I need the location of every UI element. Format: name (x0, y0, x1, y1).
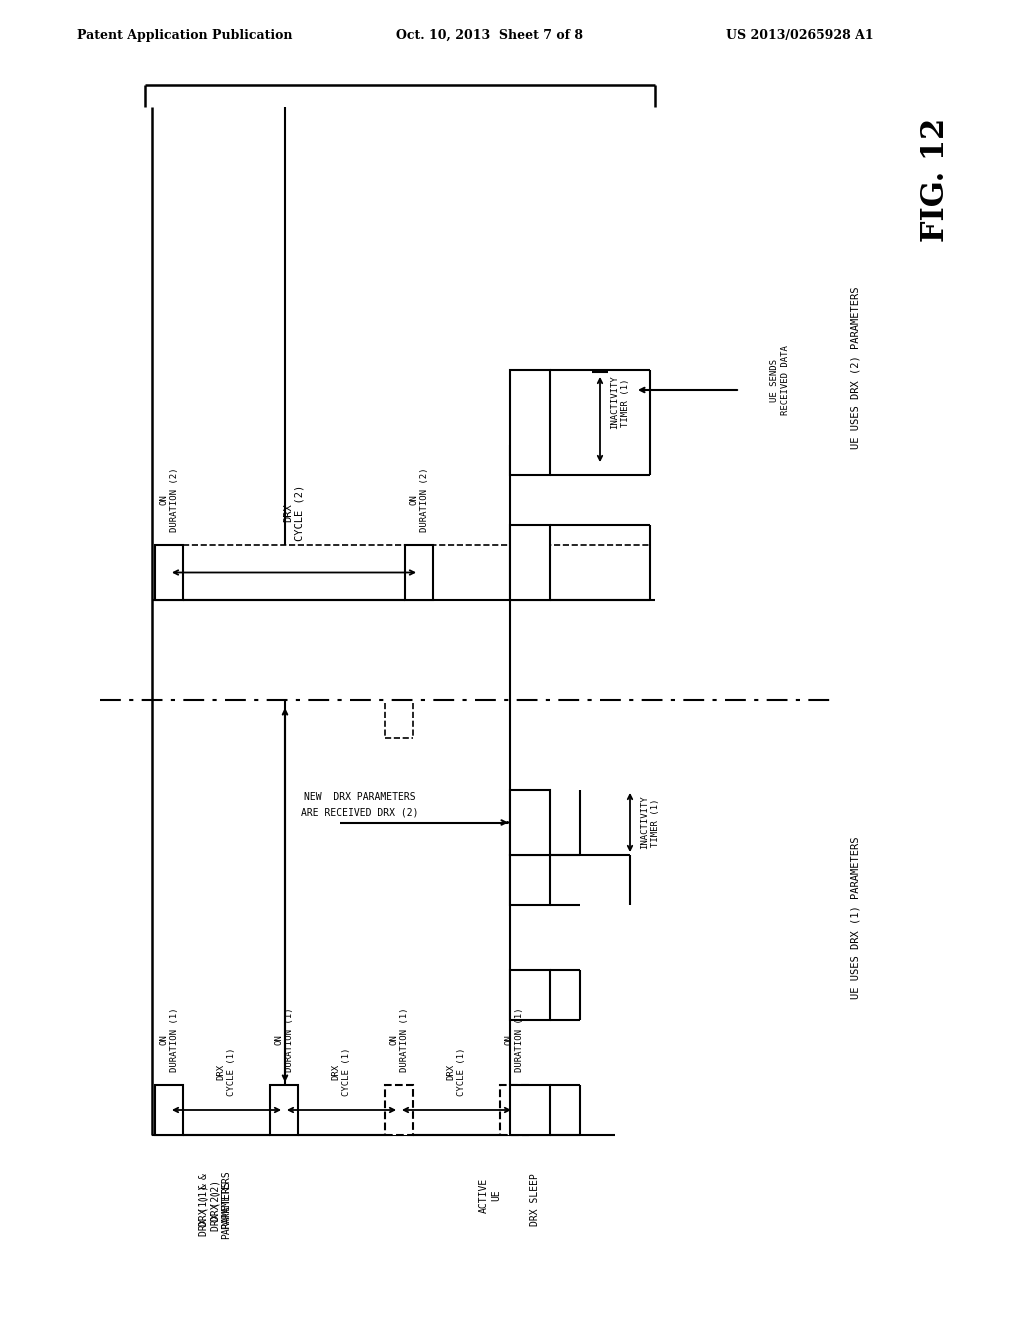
FancyBboxPatch shape (155, 1085, 183, 1135)
FancyBboxPatch shape (510, 1085, 550, 1135)
Text: ON
DURATION (1): ON DURATION (1) (504, 1007, 523, 1072)
FancyBboxPatch shape (510, 370, 550, 475)
Text: ACTIVE
UE: ACTIVE UE (479, 1177, 501, 1213)
FancyBboxPatch shape (510, 789, 550, 855)
Text: US 2013/0265928 A1: US 2013/0265928 A1 (726, 29, 873, 41)
Text: DRX (1) &
DRX (2)
PARAMETERS: DRX (1) & DRX (2) PARAMETERS (199, 1171, 231, 1229)
Text: ON
DURATION (1): ON DURATION (1) (274, 1007, 294, 1072)
Text: NEW  DRX PARAMETERS: NEW DRX PARAMETERS (304, 792, 416, 803)
FancyBboxPatch shape (510, 525, 550, 601)
Text: DRX
CYCLE (2): DRX CYCLE (2) (284, 484, 305, 541)
Text: UE USES DRX (2) PARAMETERS: UE USES DRX (2) PARAMETERS (850, 286, 860, 449)
FancyBboxPatch shape (270, 1085, 298, 1135)
Text: ON
DURATION (2): ON DURATION (2) (160, 467, 179, 532)
FancyBboxPatch shape (510, 855, 550, 906)
Text: UE USES DRX (1) PARAMETERS: UE USES DRX (1) PARAMETERS (850, 837, 860, 999)
Text: DRX SLEEP: DRX SLEEP (530, 1173, 540, 1226)
FancyBboxPatch shape (155, 545, 183, 601)
Text: DRX (1) &
DRX (2)
PARAMETERS: DRX (1) & DRX (2) PARAMETERS (199, 1180, 231, 1239)
Text: INACTIVITY
TIMER (1): INACTIVITY TIMER (1) (640, 796, 659, 849)
Text: ON
DURATION (1): ON DURATION (1) (389, 1007, 409, 1072)
Text: ON
DURATION (1): ON DURATION (1) (160, 1007, 179, 1072)
Text: ARE RECEIVED DRX (2): ARE RECEIVED DRX (2) (301, 808, 419, 817)
Text: DRX
CYCLE (1): DRX CYCLE (1) (217, 1048, 237, 1096)
Text: DRX
CYCLE (1): DRX CYCLE (1) (332, 1048, 351, 1096)
Text: Oct. 10, 2013  Sheet 7 of 8: Oct. 10, 2013 Sheet 7 of 8 (396, 29, 584, 41)
Text: DRX
CYCLE (1): DRX CYCLE (1) (446, 1048, 466, 1096)
Text: UE SENDS
RECEIVED DATA: UE SENDS RECEIVED DATA (770, 345, 790, 414)
FancyBboxPatch shape (500, 1085, 528, 1135)
FancyBboxPatch shape (406, 545, 433, 601)
Text: FIG. 12: FIG. 12 (920, 117, 950, 242)
Text: INACTIVITY
TIMER (1): INACTIVITY TIMER (1) (610, 376, 630, 429)
FancyBboxPatch shape (385, 1085, 413, 1135)
Text: Patent Application Publication: Patent Application Publication (77, 29, 293, 41)
Text: ON
DURATION (2): ON DURATION (2) (410, 467, 429, 532)
FancyBboxPatch shape (510, 970, 550, 1020)
